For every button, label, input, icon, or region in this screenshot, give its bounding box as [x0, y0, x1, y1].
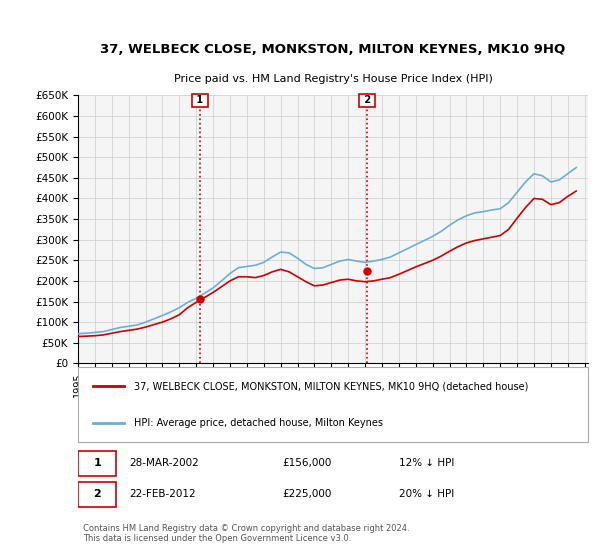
Text: 37, WELBECK CLOSE, MONKSTON, MILTON KEYNES, MK10 9HQ (detached house): 37, WELBECK CLOSE, MONKSTON, MILTON KEYN… [134, 381, 529, 391]
Text: £225,000: £225,000 [282, 489, 331, 499]
Text: 37, WELBECK CLOSE, MONKSTON, MILTON KEYNES, MK10 9HQ: 37, WELBECK CLOSE, MONKSTON, MILTON KEYN… [100, 43, 566, 56]
Text: 1: 1 [193, 95, 207, 105]
FancyBboxPatch shape [78, 482, 116, 507]
Text: 2: 2 [361, 95, 374, 105]
Text: Contains HM Land Registry data © Crown copyright and database right 2024.
This d: Contains HM Land Registry data © Crown c… [83, 524, 410, 543]
Text: 20% ↓ HPI: 20% ↓ HPI [400, 489, 455, 499]
FancyBboxPatch shape [78, 367, 588, 442]
Text: 12% ↓ HPI: 12% ↓ HPI [400, 458, 455, 468]
Text: 28-MAR-2002: 28-MAR-2002 [129, 458, 199, 468]
FancyBboxPatch shape [78, 451, 116, 475]
Text: £156,000: £156,000 [282, 458, 331, 468]
Text: 1: 1 [94, 458, 101, 468]
Text: 22-FEB-2012: 22-FEB-2012 [129, 489, 196, 499]
Text: 2: 2 [94, 489, 101, 499]
Text: Price paid vs. HM Land Registry's House Price Index (HPI): Price paid vs. HM Land Registry's House … [173, 74, 493, 84]
Text: HPI: Average price, detached house, Milton Keynes: HPI: Average price, detached house, Milt… [134, 418, 383, 428]
